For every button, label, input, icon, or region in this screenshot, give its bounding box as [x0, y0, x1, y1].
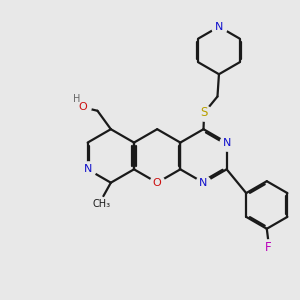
Text: F: F [265, 241, 272, 254]
Text: O: O [78, 102, 87, 112]
Text: H: H [73, 94, 80, 104]
Text: CH₃: CH₃ [93, 200, 111, 209]
Text: N: N [215, 22, 223, 32]
Text: N: N [83, 164, 92, 174]
Text: N: N [199, 178, 208, 188]
Text: S: S [200, 106, 208, 119]
Text: O: O [153, 178, 161, 188]
Text: N: N [223, 138, 231, 148]
